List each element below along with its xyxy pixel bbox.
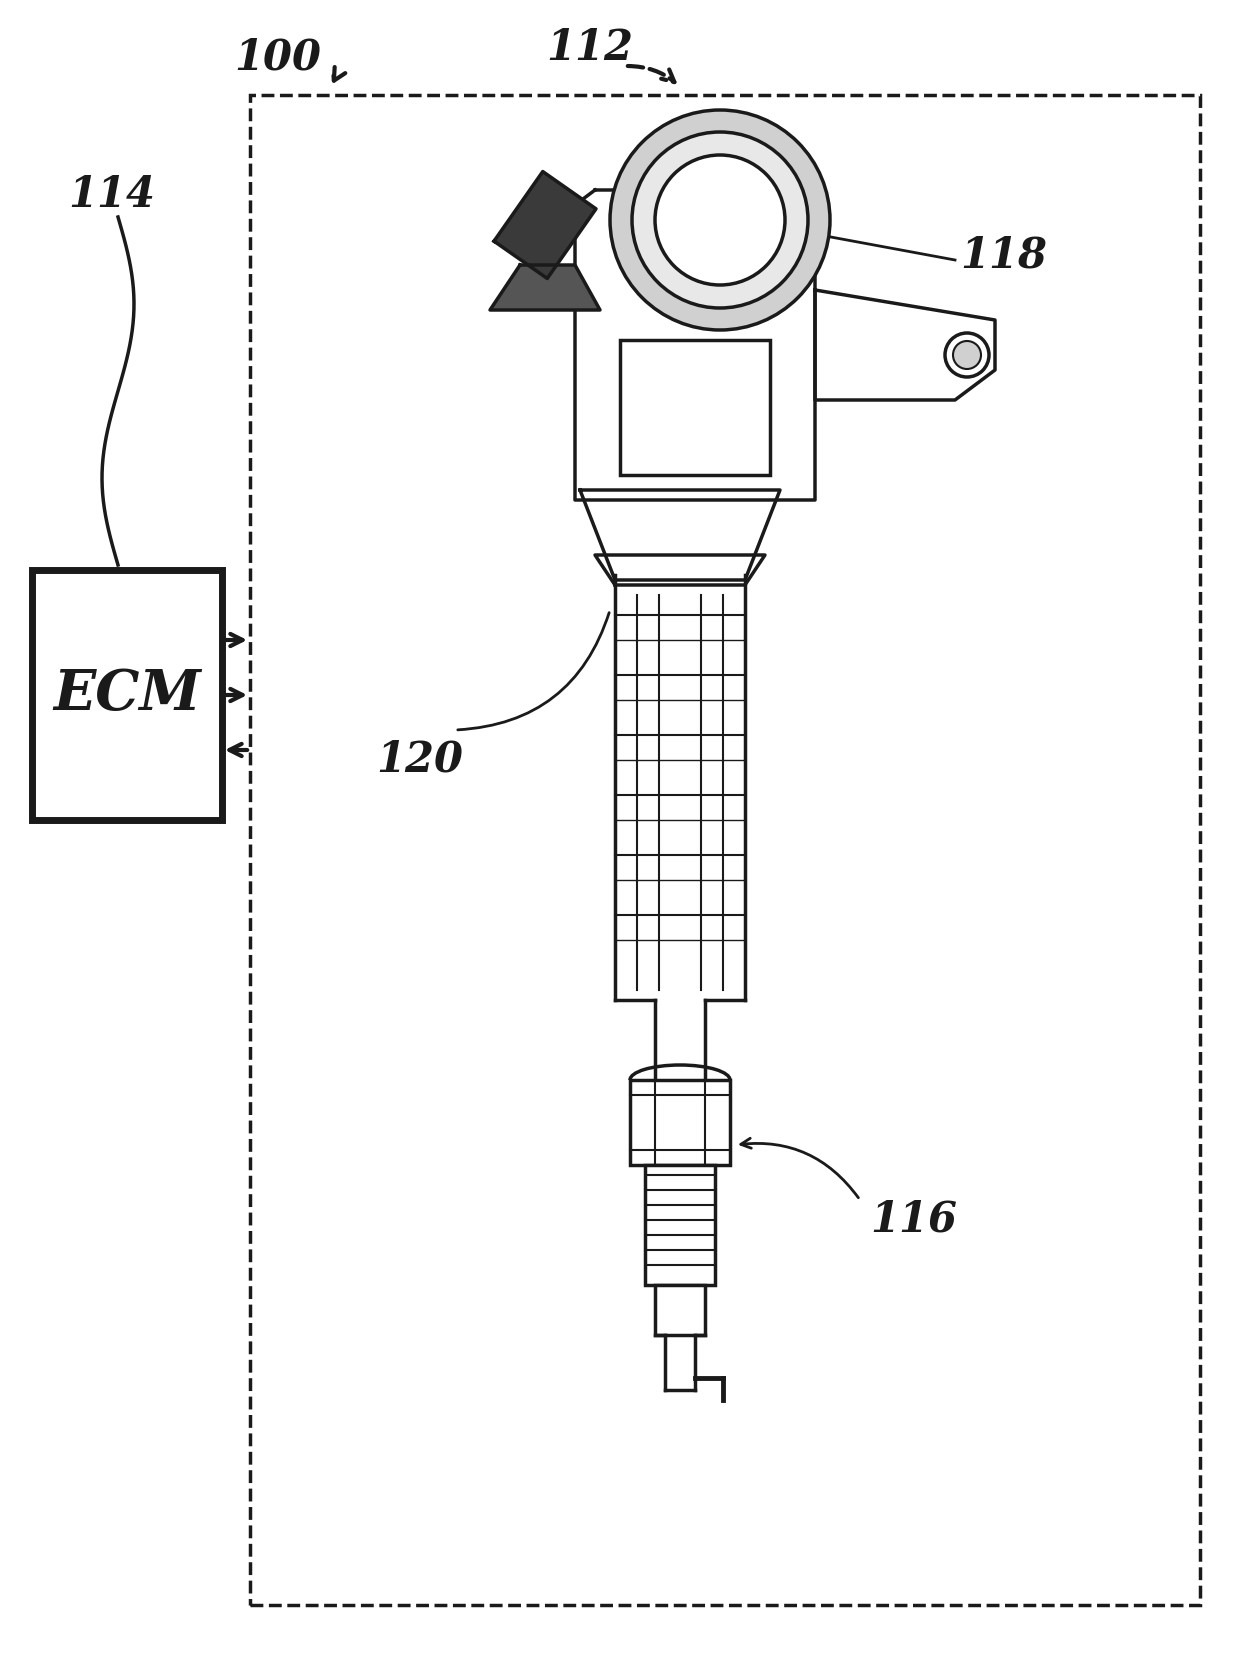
Text: 112: 112 [547,27,634,68]
FancyArrowPatch shape [627,67,675,82]
Polygon shape [595,556,765,586]
Polygon shape [490,265,600,310]
Circle shape [632,132,808,309]
Bar [615,576,745,1000]
Text: 118: 118 [960,234,1047,275]
Bar [655,1000,706,1080]
FancyArrowPatch shape [334,67,345,80]
Bar [32,571,222,819]
Circle shape [655,155,785,285]
Text: 100: 100 [234,37,321,78]
Bar [645,1165,715,1285]
Bar [620,340,770,476]
Polygon shape [580,491,780,581]
FancyArrowPatch shape [740,1138,858,1198]
Text: 114: 114 [68,174,155,215]
Circle shape [610,110,830,330]
Polygon shape [815,290,994,401]
Text: ECM: ECM [53,668,201,723]
Circle shape [945,334,990,377]
Bar [250,95,1200,1606]
Circle shape [954,340,981,369]
Text: 116: 116 [870,1198,957,1242]
Polygon shape [575,190,815,501]
Polygon shape [494,172,596,279]
Bar [655,1285,706,1335]
Bar [630,1080,730,1165]
Text: 120: 120 [377,739,464,781]
FancyArrowPatch shape [458,613,609,729]
